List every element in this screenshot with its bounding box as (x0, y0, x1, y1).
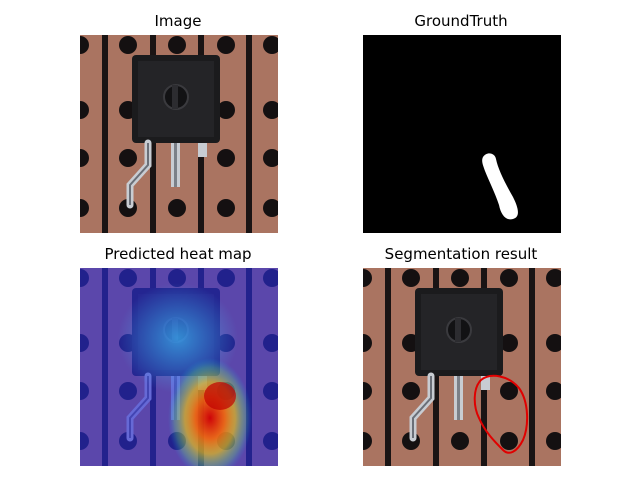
heat-map-panel-title: Predicted heat map (104, 245, 252, 263)
segmentation-panel-title: Segmentation result (384, 245, 538, 263)
image-panel-title: Image (154, 12, 202, 30)
heat-map-overlay (80, 268, 278, 466)
defect-mask (482, 153, 518, 220)
ground-truth-panel-title: GroundTruth (414, 12, 508, 30)
input-image (80, 35, 278, 233)
ground-truth-mask (363, 35, 561, 233)
segmentation-contour (473, 374, 529, 454)
segmentation-result (363, 268, 561, 466)
